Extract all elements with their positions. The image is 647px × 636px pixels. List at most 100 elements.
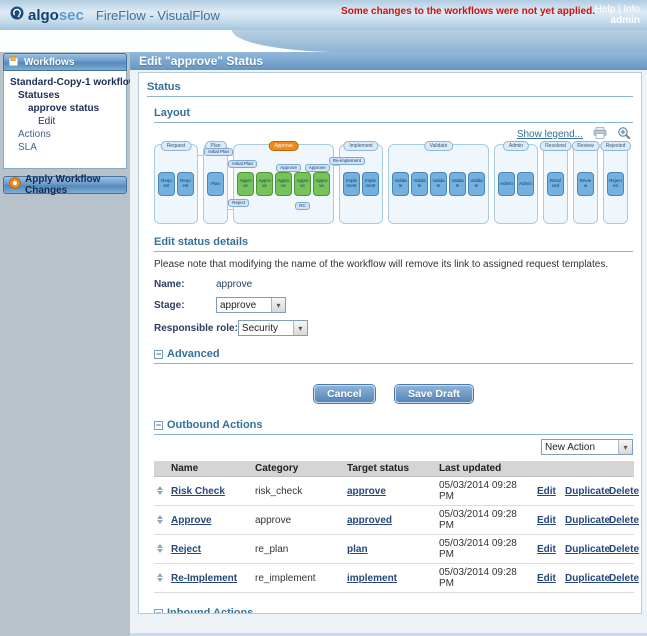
workflow-tree-item[interactable]: Edit <box>4 115 126 128</box>
page-title: Edit "approve" Status <box>130 52 647 70</box>
stage-label: Stage: <box>154 300 216 311</box>
duplicate-link[interactable]: Duplicate <box>565 544 610 555</box>
outbound-collapse-icon[interactable] <box>154 421 163 430</box>
drag-handle-icon[interactable] <box>157 486 163 495</box>
outbound-table-row: Risk Check risk_check approve 05/03/2014… <box>154 477 634 506</box>
action-name-link[interactable]: Reject <box>171 544 201 555</box>
status-node[interactable]: Plan <box>207 172 224 196</box>
responsible-role-select[interactable]: Security ▾ <box>238 320 308 336</box>
action-category: risk_check <box>252 477 344 506</box>
workflows-panel-header[interactable]: Workflows <box>3 53 127 71</box>
target-status-link[interactable]: plan <box>347 544 368 555</box>
status-node[interactable]: Approve <box>313 172 330 196</box>
advanced-collapse-icon[interactable] <box>154 350 163 359</box>
delete-link[interactable]: Delete <box>609 573 639 584</box>
stage-group: Review Review <box>573 144 598 224</box>
stage-label: Admin <box>503 141 529 151</box>
stage-label: Request <box>161 141 192 151</box>
inbound-section-heading: Inbound Actions <box>154 605 633 614</box>
status-node[interactable]: Approve <box>275 172 292 196</box>
target-status-link[interactable]: approved <box>347 515 392 526</box>
drag-handle-icon[interactable] <box>157 573 163 582</box>
apply-workflow-changes-button[interactable]: Apply Workflow Changes <box>3 176 127 194</box>
duplicate-link[interactable]: Duplicate <box>565 573 610 584</box>
edit-link[interactable]: Edit <box>537 515 556 526</box>
workflow-tree-item[interactable]: Actions <box>4 128 126 141</box>
show-legend-link[interactable]: Show legend... <box>517 129 583 140</box>
col-category: Category <box>252 461 344 477</box>
action-category: re_implement <box>252 564 344 593</box>
action-name-link[interactable]: Re-Implement <box>171 573 237 584</box>
algosec-logo-icon <box>10 6 24 25</box>
status-section-heading: Status <box>147 79 633 97</box>
stage-group: Implement Implement Implement <box>339 144 383 224</box>
drag-handle-icon[interactable] <box>157 515 163 524</box>
form-buttons: Cancel Save Draft <box>154 384 633 403</box>
outbound-table-row: Re-Implement re_implement implement 05/0… <box>154 564 634 593</box>
swoosh-shape <box>232 30 647 52</box>
status-node[interactable]: Rejected <box>607 172 624 196</box>
table-header-row: Name Category Target status Last updated <box>154 461 634 477</box>
name-value: approve <box>216 279 252 290</box>
stage-group: Request Request Request <box>154 144 198 224</box>
duplicate-link[interactable]: Duplicate <box>565 486 610 497</box>
new-action-select[interactable]: New Action ▾ <box>541 439 633 455</box>
outbound-section-title: Outbound Actions <box>167 419 263 431</box>
target-status-link[interactable]: implement <box>347 573 397 584</box>
target-status-link[interactable]: approve <box>347 486 386 497</box>
action-name-link[interactable]: Approve <box>171 515 212 526</box>
last-updated: 05/03/2014 09:28 PM <box>436 477 534 506</box>
drag-handle-icon[interactable] <box>157 544 163 553</box>
status-node[interactable]: Validate <box>449 172 466 196</box>
stage-select[interactable]: approve ▾ <box>216 297 286 313</box>
status-node[interactable]: Implement <box>343 172 360 196</box>
outbound-table-row: Reject re_plan plan 05/03/2014 09:28 PM … <box>154 535 634 564</box>
workflow-tree-item[interactable]: approve status <box>4 102 126 115</box>
status-node[interactable]: Approve <box>237 172 254 196</box>
status-node[interactable]: Admin <box>517 172 534 196</box>
status-node[interactable]: Review <box>577 172 594 196</box>
stage-label: Review <box>571 141 599 151</box>
status-node[interactable]: Validate <box>430 172 447 196</box>
status-node[interactable]: Implement <box>362 172 379 196</box>
details-section-title: Edit status details <box>154 236 248 248</box>
edit-link[interactable]: Edit <box>537 573 556 584</box>
status-node[interactable]: Admin <box>498 172 515 196</box>
edit-link[interactable]: Edit <box>537 544 556 555</box>
edit-link[interactable]: Edit <box>537 486 556 497</box>
col-name: Name <box>168 461 252 477</box>
product-title: FireFlow - VisualFlow <box>96 8 220 23</box>
inbound-collapse-icon[interactable] <box>154 609 163 615</box>
layout-section-title: Layout <box>154 107 190 119</box>
workflows-icon <box>9 53 20 71</box>
logged-in-user: admin <box>611 15 640 26</box>
sidebar: Workflows Standard-Copy-1 workflow Statu… <box>0 52 130 636</box>
stage-label: Approve <box>268 141 299 151</box>
last-updated: 05/03/2014 09:28 PM <box>436 506 534 535</box>
outbound-actions-table: Name Category Target status Last updated <box>154 461 634 593</box>
workflow-tree-item[interactable]: Standard-Copy-1 workflow <box>4 76 126 89</box>
cancel-button[interactable]: Cancel <box>314 385 374 403</box>
save-draft-button[interactable]: Save Draft <box>395 385 473 403</box>
duplicate-link[interactable]: Duplicate <box>565 515 610 526</box>
delete-link[interactable]: Delete <box>609 486 639 497</box>
status-node[interactable]: Request <box>158 172 175 196</box>
status-node[interactable]: Validate <box>468 172 485 196</box>
help-info-links[interactable]: Help | Info <box>595 4 640 15</box>
delete-link[interactable]: Delete <box>609 544 639 555</box>
workflow-tree-item[interactable]: SLA <box>4 141 126 154</box>
status-node[interactable]: Approve <box>256 172 273 196</box>
stage-label: Implement <box>343 141 378 151</box>
status-node[interactable]: Approve <box>294 172 311 196</box>
status-node[interactable]: Resolved <box>547 172 564 196</box>
apply-changes-label: Apply Workflow Changes <box>25 174 121 196</box>
last-updated: 05/03/2014 09:28 PM <box>436 564 534 593</box>
status-node[interactable]: Request <box>177 172 194 196</box>
status-node[interactable]: Validate <box>392 172 409 196</box>
workflow-tree: Standard-Copy-1 workflow Statuses approv… <box>3 71 127 169</box>
status-node[interactable]: Validate <box>411 172 428 196</box>
delete-link[interactable]: Delete <box>609 515 639 526</box>
workflow-tree-item[interactable]: Statuses <box>4 89 126 102</box>
action-name-link[interactable]: Risk Check <box>171 486 225 497</box>
details-section-heading: Edit status details <box>154 234 633 252</box>
